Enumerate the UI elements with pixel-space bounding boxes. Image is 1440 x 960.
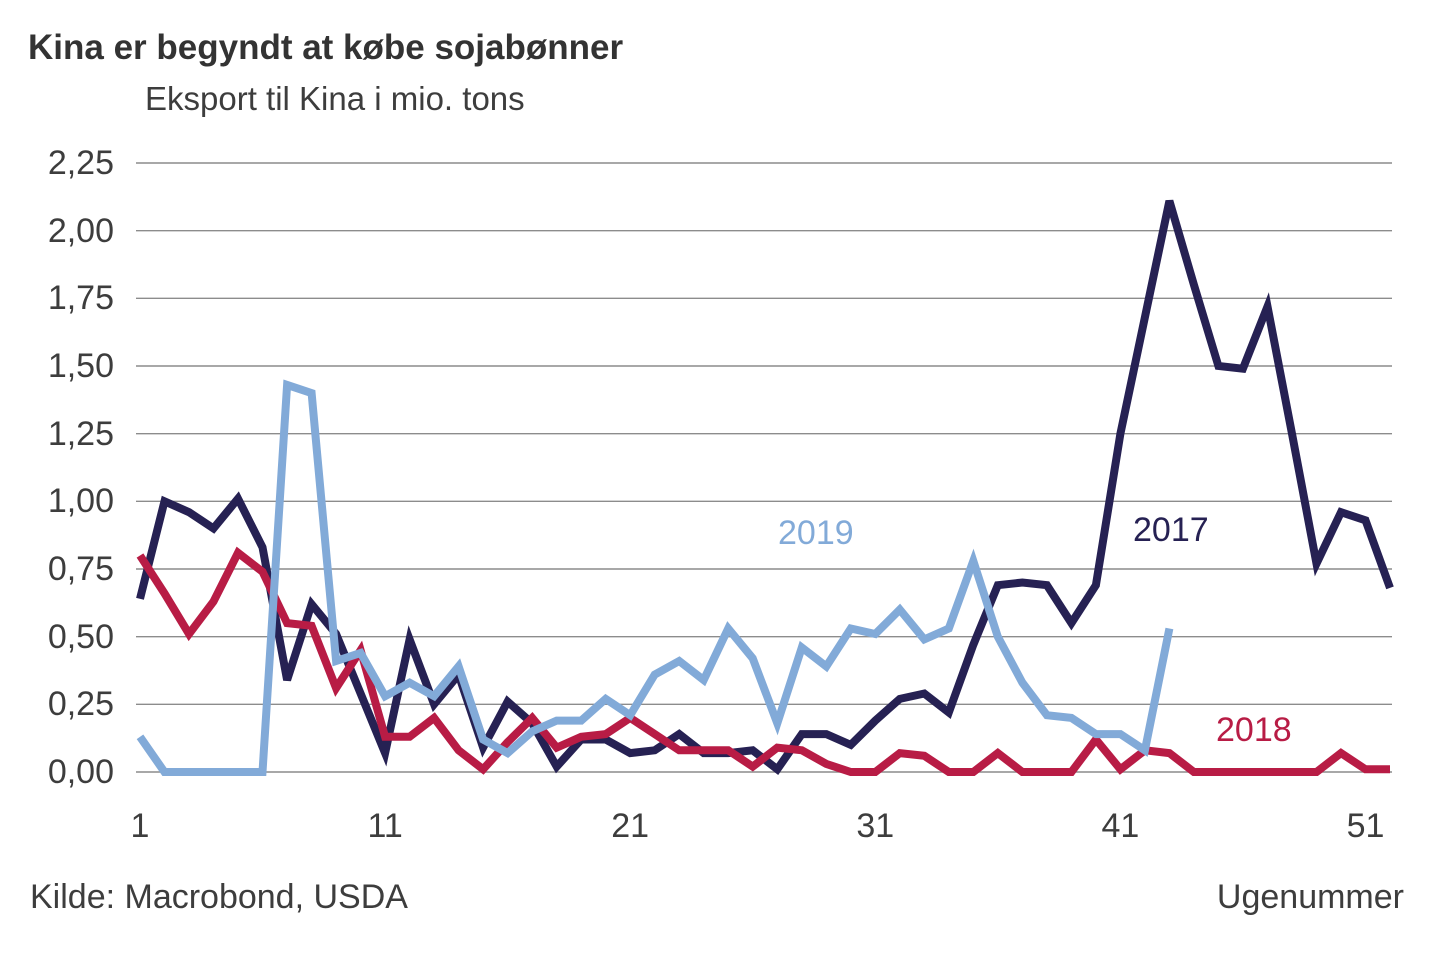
- y-tick-label: 1,75: [47, 279, 114, 318]
- x-tick-label: 11: [367, 807, 403, 845]
- y-tick-label: 1,25: [47, 414, 114, 453]
- x-tick-label: 51: [1346, 807, 1385, 845]
- source-note: Kilde: Macrobond, USDA: [30, 878, 408, 916]
- y-tick-label: 0,25: [47, 685, 114, 724]
- y-tick-label: 0,50: [47, 617, 114, 656]
- y-tick-label: 1,50: [47, 347, 114, 385]
- x-axis-title: Ugenummer: [1216, 878, 1404, 916]
- x-tick-label: 1: [130, 807, 150, 845]
- y-tick-label: 2,25: [47, 144, 114, 182]
- x-tick-label: 31: [856, 807, 895, 845]
- y-tick-label: 2,00: [47, 211, 114, 250]
- series-label-2018: 2018: [1216, 711, 1292, 749]
- series-label-2017: 2017: [1133, 511, 1209, 549]
- x-tick-label: 41: [1101, 807, 1140, 845]
- y-tick-label: 0,00: [47, 753, 114, 791]
- series-line-2019: [136, 379, 1174, 776]
- chart-title: Kina er begyndt at købe sojabønner: [28, 28, 624, 67]
- y-tick-label: 1,00: [47, 482, 114, 521]
- series-label-2019: 2019: [778, 514, 854, 552]
- chart-subtitle: Eksport til Kina i mio. tons: [145, 80, 525, 117]
- x-tick-label: 21: [611, 807, 650, 845]
- y-tick-label: 0,75: [47, 550, 114, 588]
- series-line-2018: [136, 546, 1390, 776]
